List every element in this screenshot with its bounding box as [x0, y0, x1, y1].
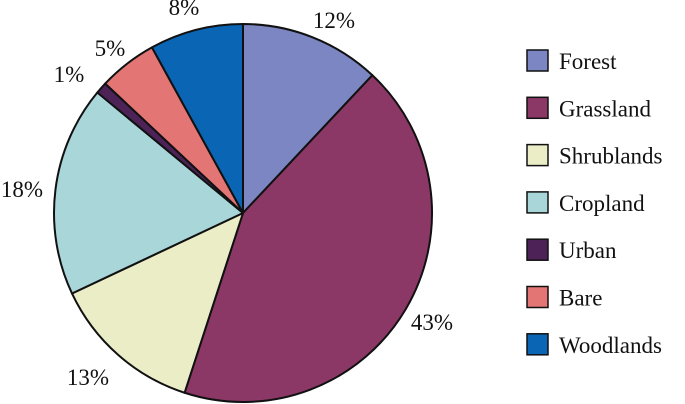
slice-label-urban: 1%	[54, 62, 85, 87]
legend-swatch-urban	[526, 238, 549, 261]
legend-label-cropland: Cropland	[559, 191, 645, 216]
slice-shrublands	[70, 212, 244, 394]
slice-forest	[242, 23, 374, 214]
legend-swatch-cropland	[526, 191, 549, 214]
legend-swatch-shrublands	[526, 143, 549, 167]
legend: Forest Grassland Shrublands Cropland Urban Ba…	[526, 49, 663, 358]
slice-woodlands	[150, 23, 244, 214]
slice-labels: 12% 43% 13% 18% 1% 5% 8%	[1, 0, 453, 390]
slice-label-bare: 5%	[95, 36, 126, 61]
legend-label-bare: Bare	[559, 286, 602, 311]
legend-swatch-bare	[526, 285, 549, 309]
slice-grassland	[183, 74, 433, 403]
legend-swatch-woodlands	[526, 333, 549, 356]
legend-label-grassland: Grassland	[559, 96, 651, 121]
slice-label-forest: 12%	[313, 8, 355, 33]
legend-swatch-grassland	[526, 96, 549, 120]
legend-label-woodlands: Woodlands	[559, 333, 662, 358]
pie-slices	[53, 23, 433, 403]
slice-label-shrublands: 13%	[67, 365, 109, 390]
legend-label-shrublands: Shrublands	[559, 144, 663, 169]
legend-label-urban: Urban	[559, 238, 617, 263]
legend-label-forest: Forest	[559, 49, 617, 74]
slice-label-cropland: 18%	[1, 177, 43, 202]
slice-label-grassland: 43%	[411, 310, 453, 335]
legend-swatch-forest	[526, 49, 549, 72]
slice-cropland	[53, 91, 244, 295]
slice-label-woodlands: 8%	[169, 0, 200, 20]
